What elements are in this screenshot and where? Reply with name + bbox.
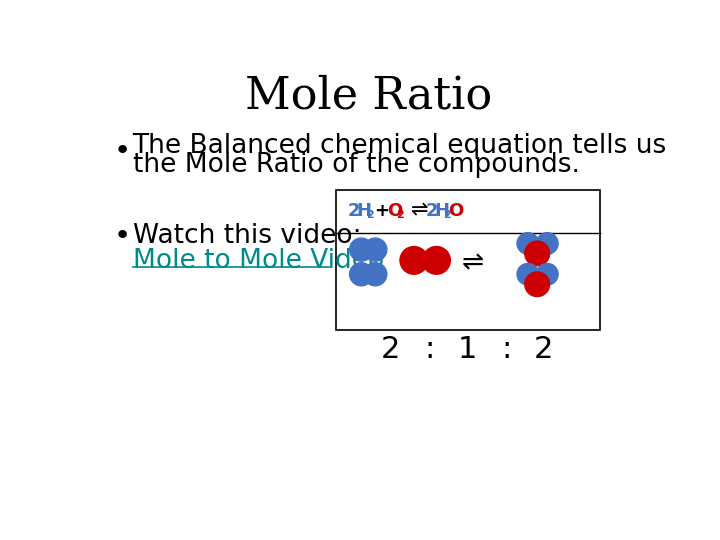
Text: O: O [448,202,463,220]
Circle shape [364,262,387,286]
Text: 2: 2 [366,210,374,220]
Circle shape [423,247,451,274]
Text: :: : [424,335,435,364]
Text: the Mole Ratio of the compounds.: the Mole Ratio of the compounds. [132,152,580,178]
Text: :: : [501,335,511,364]
Circle shape [536,264,558,285]
Text: O: O [387,202,402,220]
Text: Mole Ratio: Mole Ratio [246,74,492,117]
Text: +: + [374,202,389,220]
Circle shape [400,247,428,274]
Text: •: • [113,137,130,165]
Circle shape [350,238,373,261]
Text: 1: 1 [458,335,477,364]
Text: 2: 2 [381,335,400,364]
Text: The Balanced chemical equation tells us: The Balanced chemical equation tells us [132,133,667,159]
Text: H: H [434,202,449,220]
Text: 2: 2 [534,335,553,364]
Circle shape [536,233,558,254]
Text: 2: 2 [348,202,361,220]
Text: 2: 2 [396,210,404,220]
Text: $\rightleftharpoons$: $\rightleftharpoons$ [456,251,484,276]
Text: Mole to Mole Video: Mole to Mole Video [132,248,384,274]
Text: Watch this video:: Watch this video: [132,222,361,249]
Circle shape [364,238,387,261]
Circle shape [525,241,549,266]
Text: H: H [356,202,372,220]
FancyBboxPatch shape [336,190,600,330]
Circle shape [517,233,539,254]
Text: 2: 2 [444,210,451,220]
Text: 2: 2 [426,202,438,220]
Text: •: • [113,222,130,249]
Circle shape [517,264,539,285]
Circle shape [350,262,373,286]
Circle shape [525,272,549,296]
Text: $\rightleftharpoons$: $\rightleftharpoons$ [406,200,428,220]
